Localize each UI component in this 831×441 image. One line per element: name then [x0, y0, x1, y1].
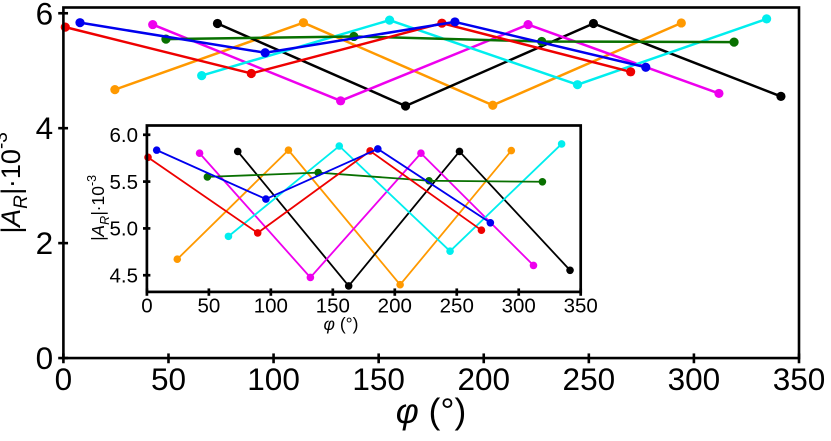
- svg-text:250: 250: [563, 361, 616, 397]
- svg-text:5.0: 5.0: [110, 218, 139, 241]
- svg-text:0: 0: [55, 361, 73, 397]
- svg-text:250: 250: [440, 294, 474, 317]
- svg-text:300: 300: [668, 361, 721, 397]
- svg-text:2: 2: [36, 225, 54, 261]
- svg-text:6.0: 6.0: [110, 124, 139, 147]
- svg-text:300: 300: [502, 294, 536, 317]
- svg-text:0: 0: [141, 294, 152, 317]
- svg-text:4.5: 4.5: [110, 264, 139, 287]
- svg-text:50: 50: [197, 294, 220, 317]
- svg-text:φ (°): φ (°): [324, 314, 359, 334]
- svg-text:6: 6: [36, 0, 54, 31]
- svg-text:350: 350: [773, 361, 826, 397]
- svg-text:0: 0: [36, 340, 54, 376]
- svg-text:100: 100: [247, 361, 300, 397]
- svg-text:5.5: 5.5: [110, 171, 139, 194]
- svg-text:350: 350: [564, 294, 598, 317]
- svg-text:100: 100: [254, 294, 288, 317]
- svg-text:4: 4: [36, 110, 54, 146]
- svg-text:φ (°): φ (°): [396, 392, 466, 431]
- svg-text:50: 50: [151, 361, 186, 397]
- svg-text:200: 200: [378, 294, 412, 317]
